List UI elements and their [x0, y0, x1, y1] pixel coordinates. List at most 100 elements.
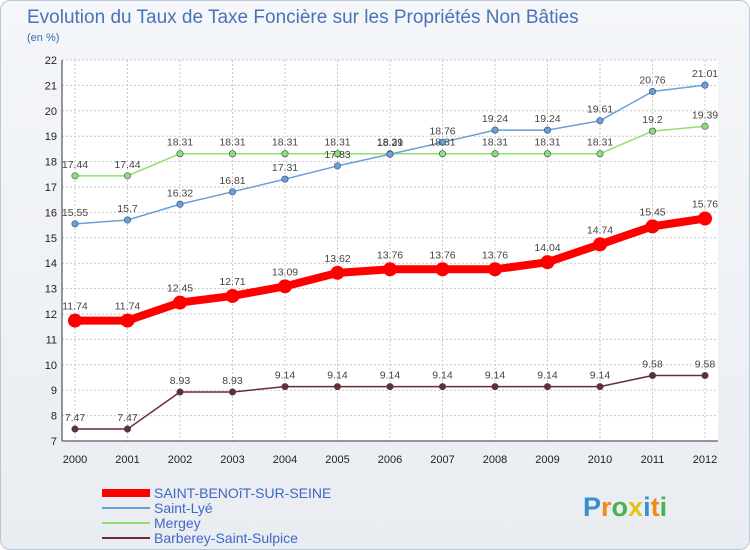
svg-text:Proxiti: Proxiti — [583, 492, 667, 522]
data-label-saint_benoit: 14.04 — [534, 242, 560, 254]
data-point-saint_benoit — [278, 279, 292, 294]
data-point-mergey — [596, 150, 604, 158]
data-label-mergey: 18.31 — [167, 137, 193, 149]
data-point-saint_benoit — [645, 219, 660, 234]
data-label-saint_benoit: 13.76 — [377, 249, 403, 261]
y-tick-label: 21 — [45, 80, 57, 92]
data-point-saint_benoit — [488, 262, 502, 277]
data-point-barberey — [543, 383, 551, 391]
data-point-saint_benoit — [68, 313, 82, 328]
data-label-saint_benoit: 13.09 — [272, 266, 298, 278]
data-point-barberey — [386, 383, 394, 391]
data-label-barberey: 9.14 — [432, 370, 453, 382]
data-label-saint_lye: 20.76 — [639, 74, 665, 86]
proxiti-logo: Proxiti — [583, 492, 667, 522]
axis-layer: 7 8 9 10 11 12 13 14 15 16 17 18 19 20 21 22 2000 2001 200… — [45, 55, 718, 466]
data-point-saint_lye — [543, 126, 551, 134]
data-point-barberey — [596, 383, 604, 391]
data-label-saint_lye: 19.61 — [587, 104, 613, 116]
data-label-mergey: 19.2 — [642, 114, 663, 126]
data-point-saint_benoit — [435, 262, 450, 277]
data-label-barberey: 9.14 — [537, 370, 558, 382]
data-point-saint_benoit — [383, 262, 397, 277]
y-axis-unit-label: (en %) — [27, 32, 60, 44]
data-point-saint_benoit — [698, 211, 712, 226]
data-label-mergey: 18.31 — [377, 137, 403, 149]
x-tick-label: 2006 — [378, 454, 402, 466]
data-point-saint_benoit — [120, 313, 135, 328]
grid-layer — [62, 59, 718, 442]
y-tick-label: 14 — [45, 258, 57, 270]
data-point-barberey — [176, 388, 184, 396]
x-tick-label: 2004 — [273, 454, 297, 466]
data-point-barberey — [229, 388, 237, 396]
data-point-saint_lye — [491, 126, 499, 134]
data-label-mergey: 17.44 — [62, 159, 88, 171]
data-label-saint_lye: 16.81 — [219, 175, 245, 187]
data-label-mergey: 18.31 — [219, 137, 245, 149]
data-point-mergey — [543, 150, 551, 158]
y-tick-label: 16 — [45, 207, 57, 219]
data-label-saint_benoit: 12.71 — [219, 276, 245, 288]
y-tick-label: 15 — [45, 233, 57, 245]
y-tick-label: 19 — [45, 131, 57, 143]
data-point-mergey — [648, 127, 656, 135]
y-tick-label: 8 — [51, 411, 57, 423]
y-tick-label: 9 — [51, 385, 57, 397]
data-label-barberey: 8.93 — [222, 375, 243, 387]
data-label-saint_benoit: 15.45 — [639, 206, 665, 218]
y-tick-label: 20 — [45, 106, 57, 118]
data-label-saint_benoit: 15.76 — [692, 198, 718, 210]
data-label-layer: 11.74 11.74 12.45 12.71 13.09 13.62 13.76 13.76… — [62, 68, 718, 424]
data-label-mergey: 19.39 — [692, 109, 718, 121]
data-point-saint_benoit — [593, 237, 607, 252]
legend-label-mergey: Mergey — [154, 515, 201, 531]
x-tick-label: 2005 — [325, 454, 349, 466]
x-tick-label: 2002 — [168, 454, 192, 466]
y-tick-label: 7 — [51, 436, 57, 448]
data-point-saint_benoit — [330, 265, 345, 280]
data-label-saint_lye: 15.7 — [117, 203, 138, 215]
data-point-saint_benoit — [173, 295, 187, 310]
data-point-barberey — [124, 425, 132, 433]
data-label-saint_benoit: 11.74 — [62, 301, 88, 313]
data-label-saint_lye: 16.32 — [167, 187, 193, 199]
y-tick-label: 17 — [45, 182, 57, 194]
x-tick-label: 2009 — [535, 454, 559, 466]
data-point-barberey — [648, 371, 656, 379]
data-label-saint_lye: 18.29 — [377, 137, 403, 149]
data-label-barberey: 9.14 — [275, 370, 296, 382]
data-point-barberey — [701, 371, 709, 379]
data-label-saint_benoit: 12.45 — [167, 283, 193, 295]
data-point-saint_lye — [229, 188, 237, 196]
data-label-saint_benoit: 13.76 — [482, 249, 508, 261]
data-label-mergey: 18.31 — [272, 137, 298, 149]
data-point-barberey — [71, 425, 79, 433]
y-tick-label: 11 — [46, 334, 57, 346]
data-point-saint_lye — [596, 117, 604, 125]
data-point-saint_lye — [176, 200, 184, 208]
data-point-barberey — [438, 383, 446, 391]
legend: SAINT-BENOîT-SUR-SEINESaint-LyéMergeyBar… — [102, 485, 331, 546]
data-label-mergey: 18.31 — [482, 137, 508, 149]
data-label-saint_benoit: 11.74 — [115, 301, 141, 313]
data-label-saint_benoit: 14.74 — [587, 224, 613, 236]
data-point-barberey — [491, 383, 499, 391]
data-point-mergey — [124, 172, 132, 180]
data-label-barberey: 7.47 — [65, 412, 86, 424]
data-label-barberey: 9.58 — [642, 358, 663, 370]
data-point-barberey — [281, 383, 289, 391]
data-label-mergey: 17.44 — [114, 159, 140, 171]
data-label-barberey: 9.58 — [695, 358, 716, 370]
data-label-mergey: 18.31 — [534, 137, 560, 149]
x-tick-label: 2000 — [63, 454, 87, 466]
data-label-saint_lye: 21.01 — [692, 68, 718, 80]
x-tick-label: 2008 — [483, 454, 507, 466]
data-label-barberey: 9.14 — [380, 370, 401, 382]
y-tick-label: 12 — [45, 309, 57, 321]
x-tick-label: 2010 — [588, 454, 612, 466]
data-point-mergey — [281, 150, 289, 158]
legend-label-saint_benoit: SAINT-BENOîT-SUR-SEINE — [154, 485, 331, 501]
data-point-saint_lye — [333, 162, 341, 170]
